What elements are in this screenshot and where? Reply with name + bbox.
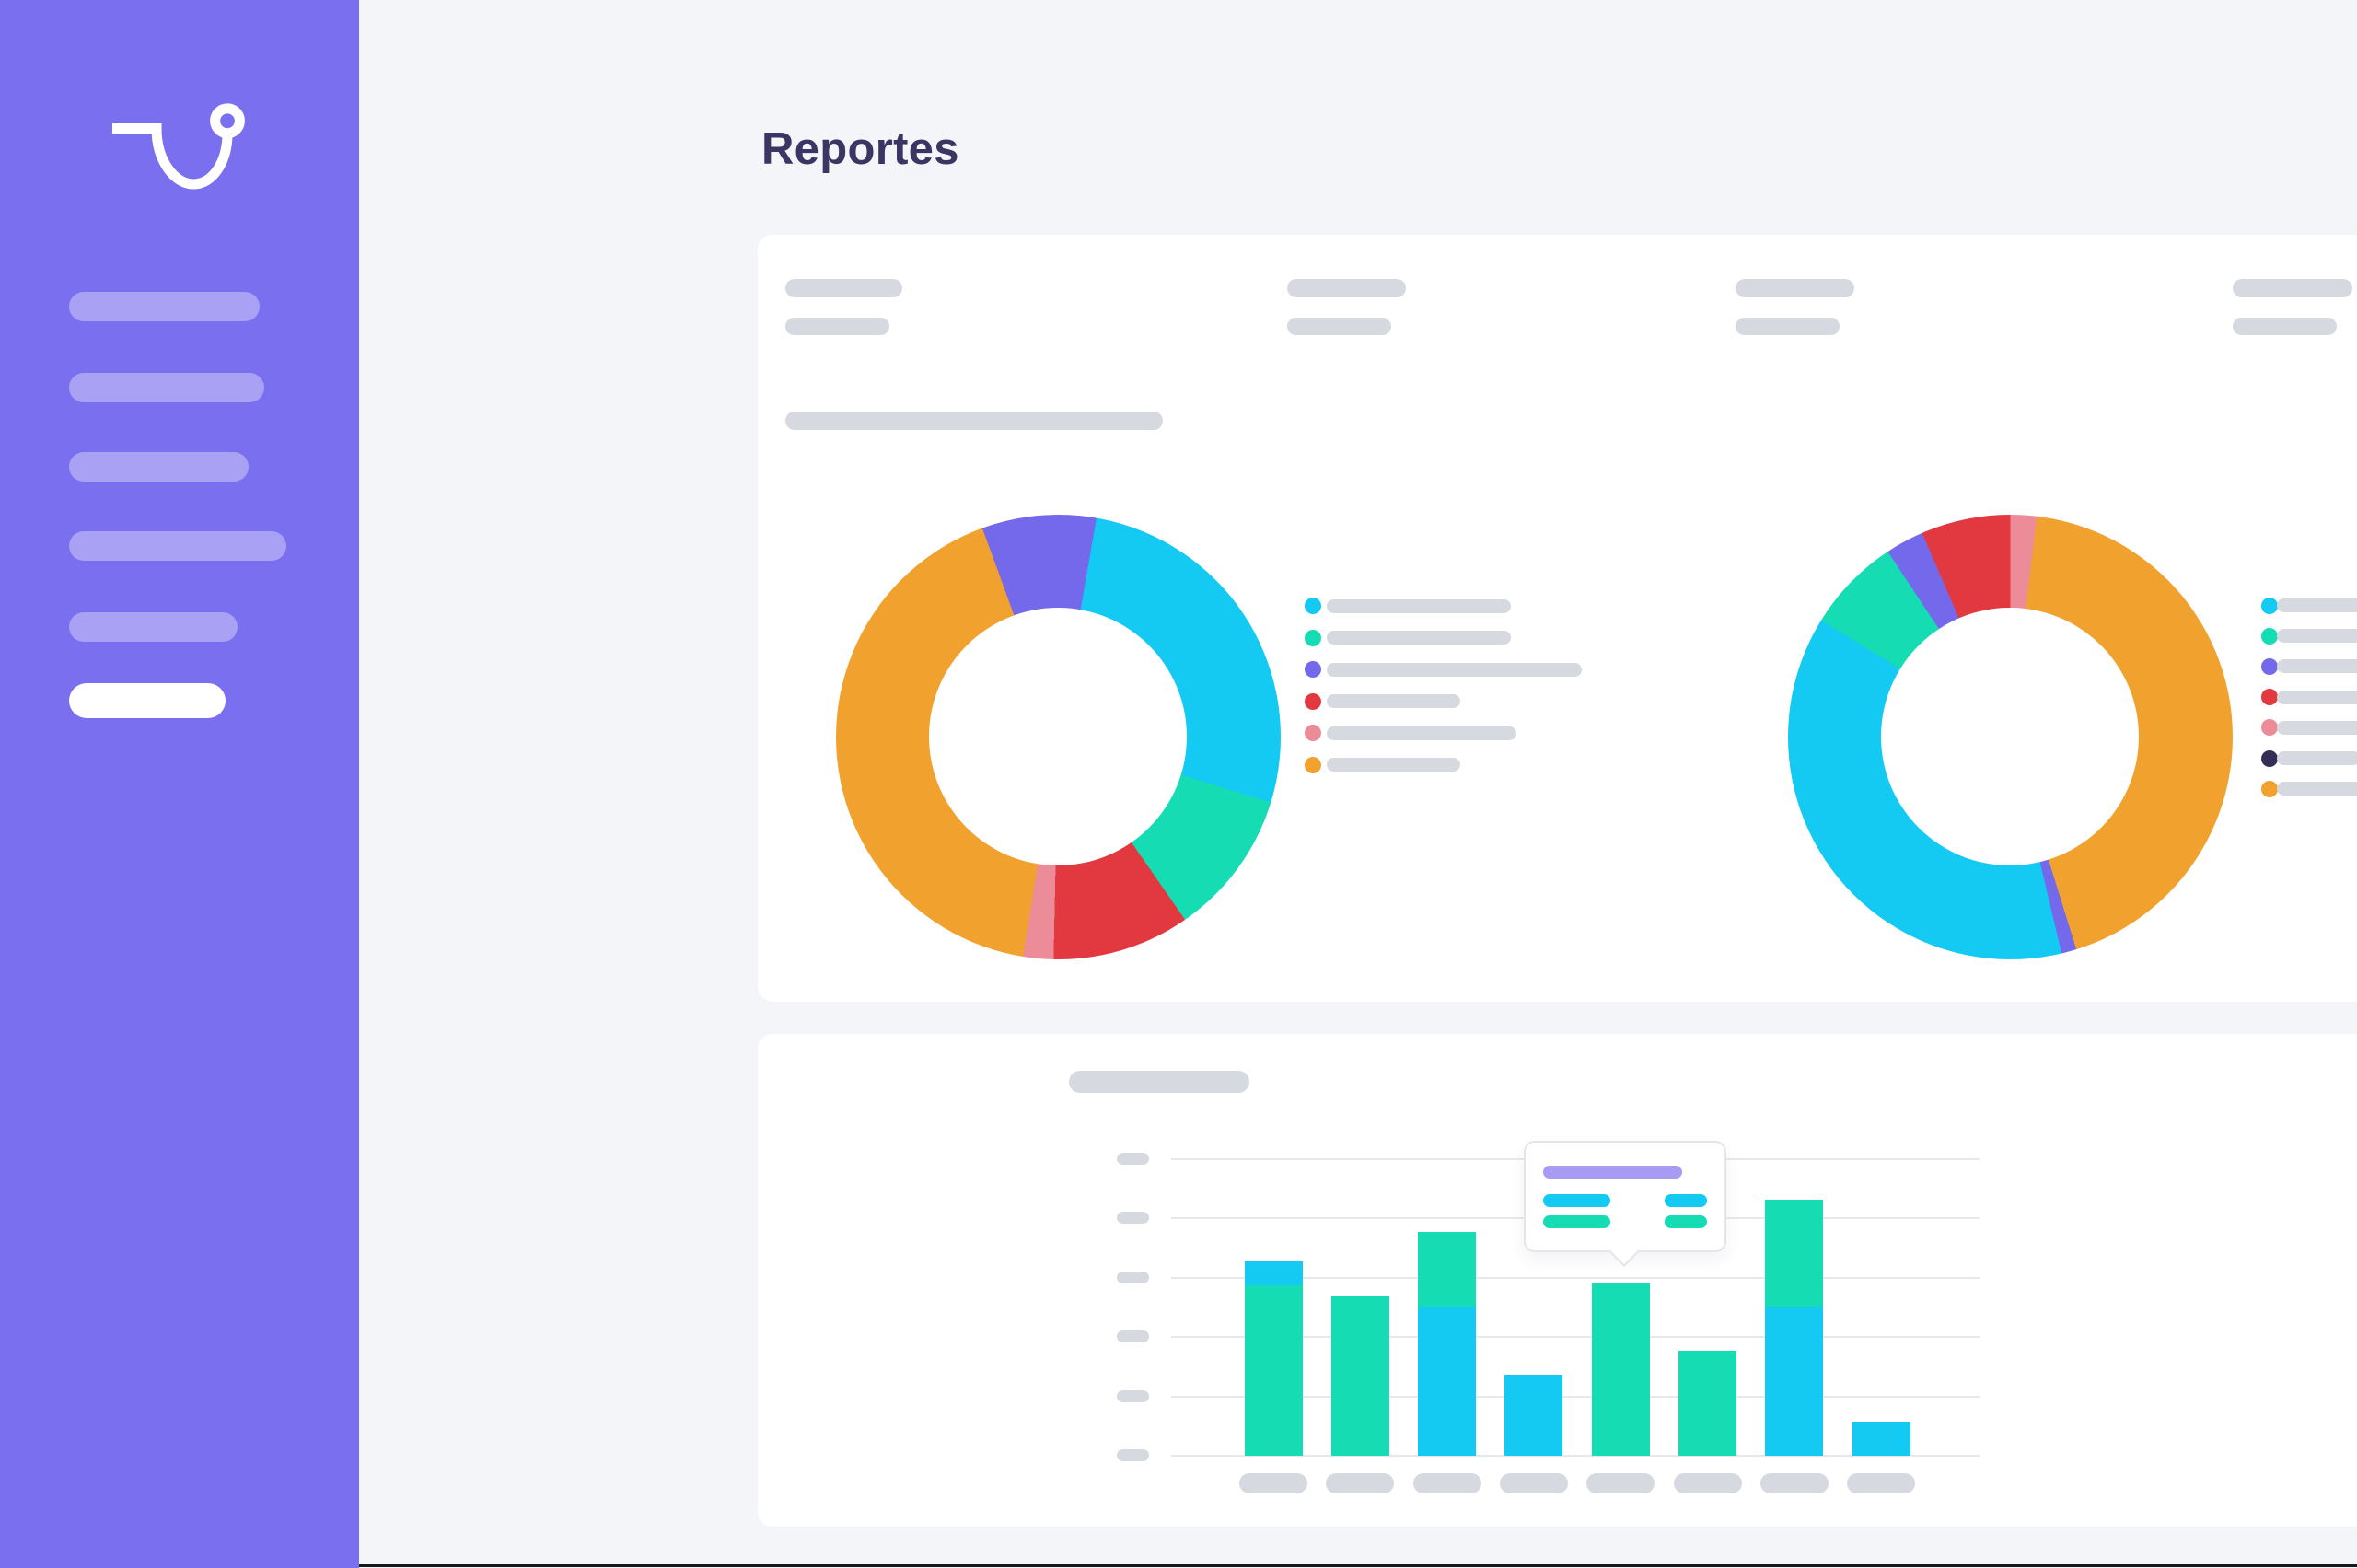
legend-left-swatch-orange: [1305, 756, 1321, 773]
sidebar-item-placeholder[interactable]: [69, 292, 260, 321]
x-tick-placeholder: [1499, 1473, 1568, 1493]
legend-left-swatch-red: [1305, 692, 1321, 710]
y-tick-placeholder: [1117, 1330, 1149, 1342]
section-subtitle-placeholder: [785, 412, 1163, 430]
legend-right-label-placeholder: [2277, 782, 2357, 796]
app-logo-icon: [112, 103, 245, 190]
stat-title-placeholder: [1287, 279, 1406, 297]
bar-segment-cyan[interactable]: [1244, 1261, 1303, 1286]
legend-right-label-placeholder: [2277, 629, 2357, 644]
sidebar-item-placeholder[interactable]: [69, 531, 286, 561]
sidebar-item-placeholder[interactable]: [69, 612, 238, 642]
x-tick-placeholder: [1673, 1473, 1742, 1493]
gridline: [1171, 1336, 1980, 1338]
donut-chart-left[interactable]: [835, 514, 1281, 959]
x-tick-placeholder: [1586, 1473, 1655, 1493]
y-tick-placeholder: [1117, 1212, 1149, 1224]
legend-right-swatch-cyan: [2261, 597, 2278, 614]
sidebar-item-placeholder[interactable]: [69, 452, 249, 482]
bar-segment-teal[interactable]: [1330, 1295, 1389, 1456]
legend-left-swatch-teal: [1305, 629, 1321, 646]
legend-right-swatch-pink: [2261, 719, 2278, 737]
legend-left-label-placeholder: [1327, 631, 1511, 645]
stat-value-placeholder: [1287, 318, 1391, 335]
x-tick-placeholder: [1326, 1473, 1395, 1493]
bar-segment-teal[interactable]: [1418, 1232, 1477, 1307]
legend-right-label-placeholder: [2277, 598, 2357, 612]
tooltip-value-pill-right: [1665, 1194, 1707, 1207]
y-tick-placeholder: [1117, 1153, 1149, 1165]
x-tick-placeholder: [1239, 1473, 1307, 1493]
x-tick-placeholder: [1847, 1473, 1916, 1493]
bar-segment-teal[interactable]: [1678, 1351, 1736, 1456]
legend-right-swatch-teal: [2261, 627, 2278, 645]
donut-hole: [929, 608, 1187, 865]
legend-right-swatch-orange: [2261, 780, 2278, 797]
main-content: Reportes: [359, 0, 2357, 1568]
stat-value-placeholder: [2233, 318, 2337, 335]
sidebar-item-placeholder[interactable]: [69, 373, 264, 402]
tooltip-value-pill-left: [1543, 1194, 1610, 1207]
stat-value-placeholder: [1736, 318, 1840, 335]
y-tick-placeholder: [1117, 1449, 1149, 1461]
legend-right-label-placeholder: [2277, 659, 2357, 674]
gridline: [1171, 1396, 1980, 1398]
legend-right-swatch-purple: [2261, 657, 2278, 675]
sidebar-item-placeholder-active[interactable]: [69, 683, 226, 718]
donut-chart-right[interactable]: [1787, 514, 2233, 959]
y-tick-placeholder: [1117, 1390, 1149, 1402]
bar-segment-cyan[interactable]: [1765, 1307, 1824, 1456]
bar-segment-teal[interactable]: [1765, 1200, 1824, 1307]
page-title: Reportes: [761, 124, 959, 174]
bar-chart-card: [758, 1034, 2357, 1527]
stacked-bar-chart[interactable]: [758, 1034, 2357, 1527]
legend-left-label-placeholder: [1327, 726, 1516, 740]
legend-left-label-placeholder: [1327, 694, 1460, 708]
tooltip-value-pill-right: [1665, 1215, 1707, 1228]
legend-right-swatch-red: [2261, 689, 2278, 706]
tooltip-title-placeholder: [1543, 1166, 1682, 1179]
summary-card: [758, 235, 2357, 1002]
sidebar: [0, 0, 359, 1568]
tooltip-value-pill-left: [1543, 1215, 1610, 1228]
legend-left-label-placeholder: [1327, 662, 1582, 677]
stat-title-placeholder: [1736, 279, 1854, 297]
bar-segment-teal[interactable]: [1244, 1285, 1303, 1456]
chart-tooltip: [1524, 1141, 1726, 1252]
legend-right-swatch-navy: [2261, 749, 2278, 767]
x-tick-placeholder: [1759, 1473, 1829, 1493]
bar-segment-cyan[interactable]: [1418, 1307, 1477, 1456]
chart-title-placeholder: [1069, 1071, 1249, 1093]
stat-title-placeholder: [2233, 279, 2352, 297]
stat-value-placeholder: [785, 318, 889, 335]
legend-left-label-placeholder: [1327, 758, 1460, 772]
gridline: [1171, 1277, 1980, 1279]
legend-left-label-placeholder: [1327, 598, 1511, 613]
x-tick-placeholder: [1412, 1473, 1481, 1493]
legend-left-swatch-cyan: [1305, 598, 1321, 614]
bar-segment-cyan[interactable]: [1852, 1422, 1910, 1456]
legend-left-swatch-purple: [1305, 661, 1321, 678]
legend-right-label-placeholder: [2277, 751, 2357, 765]
legend-left-swatch-pink: [1305, 725, 1321, 741]
bar-segment-cyan[interactable]: [1504, 1374, 1563, 1456]
bottom-edge-line: [359, 1564, 2357, 1567]
legend-right-label-placeholder: [2277, 690, 2357, 704]
gridline: [1171, 1455, 1980, 1457]
legend-right-label-placeholder: [2277, 720, 2357, 735]
bar-segment-teal[interactable]: [1591, 1283, 1650, 1456]
y-tick-placeholder: [1117, 1272, 1149, 1283]
stat-title-placeholder: [785, 279, 902, 297]
donut-hole: [1881, 608, 2139, 865]
